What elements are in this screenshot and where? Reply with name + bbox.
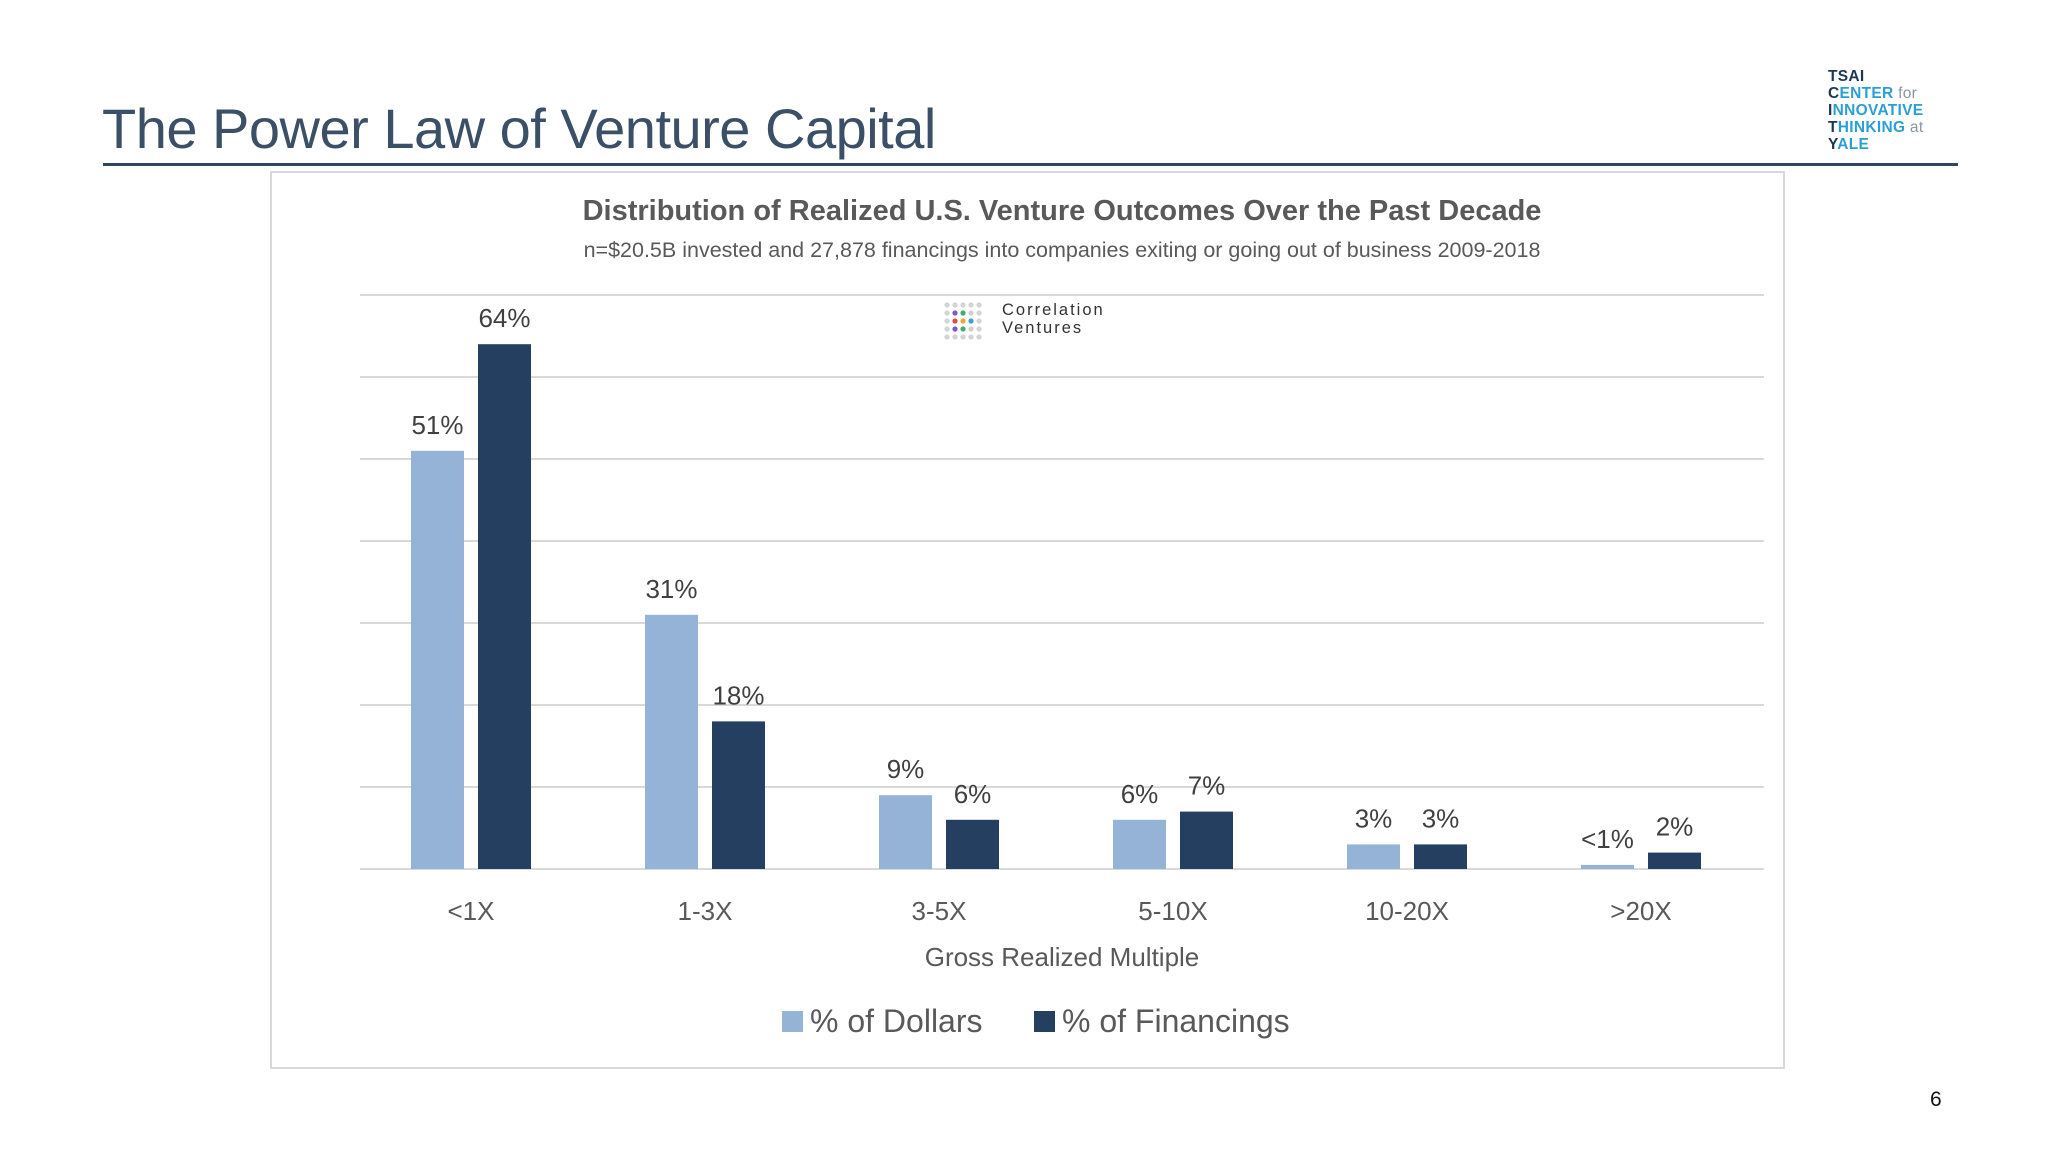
chart-title: Distribution of Realized U.S. Venture Ou… <box>583 195 1542 227</box>
page-number: 6 <box>1930 1088 1942 1111</box>
logo-dot <box>960 334 966 340</box>
chart-subtitle: n=$20.5B invested and 27,878 financings … <box>584 238 1541 262</box>
logo-dot <box>952 334 958 340</box>
logo-initial: Y <box>1828 136 1838 153</box>
x-tick-label: 3-5X <box>912 896 967 926</box>
legend-swatch-dollars <box>782 1011 803 1032</box>
bar-financings <box>478 344 531 869</box>
logo-line: THINKING at <box>1828 119 1923 136</box>
logo-dot <box>944 326 950 332</box>
bar-dollars <box>411 450 464 869</box>
bar-dollars <box>1347 844 1400 869</box>
x-axis-title: Gross Realized Multiple <box>925 942 1200 972</box>
data-label: <1% <box>1581 824 1634 854</box>
logo-initial: I <box>1828 102 1833 119</box>
bar-dollars <box>879 795 932 869</box>
logo-initial: T <box>1828 119 1838 136</box>
bar-financings <box>946 819 999 869</box>
logo-dot <box>952 326 958 332</box>
data-label: 6% <box>954 779 992 809</box>
logo-dot <box>944 334 950 340</box>
logo-line: INNOVATIVE <box>1828 102 1923 119</box>
logo-word: HINKING <box>1837 119 1906 136</box>
logo-line: TSAI <box>1828 68 1923 85</box>
data-label: 9% <box>887 754 925 784</box>
data-label: 7% <box>1188 771 1226 801</box>
logo-line: CENTER for <box>1828 85 1923 102</box>
logo-dot <box>976 334 982 340</box>
correlation-ventures-line2: Ventures <box>1002 319 1083 337</box>
data-label: 6% <box>1121 779 1159 809</box>
logo-dot <box>968 302 974 308</box>
logo-word: ENTER <box>1839 85 1894 102</box>
bar-dollars <box>645 614 698 869</box>
logo-dot <box>976 326 982 332</box>
logo-dot <box>952 318 958 324</box>
logo-dot <box>968 318 974 324</box>
title-divider <box>103 163 1958 166</box>
logo-initial: C <box>1828 85 1840 102</box>
data-label: 64% <box>478 303 530 333</box>
logo-dot <box>944 318 950 324</box>
logo-dot <box>960 318 966 324</box>
logo-dot <box>960 310 966 316</box>
bar-financings <box>1414 844 1467 869</box>
bar-dollars <box>1113 819 1166 869</box>
legend-swatch-financings <box>1034 1011 1055 1032</box>
correlation-ventures-line1: Correlation <box>1002 301 1105 319</box>
logo-dot <box>976 318 982 324</box>
data-label: 3% <box>1355 803 1393 833</box>
logo-dot <box>968 334 974 340</box>
logo-dot <box>944 310 950 316</box>
logo-dot <box>968 326 974 332</box>
logo-initial: TSAI <box>1828 68 1865 85</box>
logo-dot <box>960 302 966 308</box>
bar-financings <box>1648 852 1701 869</box>
bar-financings <box>712 721 765 869</box>
logo-connector: at <box>1905 119 1924 136</box>
data-label: 18% <box>712 680 764 710</box>
data-label: 51% <box>411 410 463 440</box>
bar-financings <box>1180 811 1233 869</box>
logo-dot <box>944 302 950 308</box>
data-label: 3% <box>1422 803 1460 833</box>
logo-dot <box>952 310 958 316</box>
x-tick-label: <1X <box>448 896 495 926</box>
legend-label-dollars: % of Dollars <box>810 1003 983 1039</box>
logo-dot <box>976 310 982 316</box>
logo-line: YALE <box>1828 136 1923 153</box>
x-tick-label: 10-20X <box>1365 896 1449 926</box>
logo-connector: for <box>1893 85 1918 102</box>
data-label: 31% <box>645 574 697 604</box>
data-label: 2% <box>1656 812 1694 842</box>
x-tick-label: >20X <box>1610 896 1671 926</box>
logo-word: NNOVATIVE <box>1832 102 1924 119</box>
chart-frame: Distribution of Realized U.S. Venture Ou… <box>270 171 1785 1069</box>
bar-dollars <box>1581 864 1634 869</box>
slide-title: The Power Law of Venture Capital <box>102 97 936 160</box>
tsai-center-logo: TSAI CENTER for INNOVATIVE THINKING at YALE <box>1828 68 1923 153</box>
logo-dot <box>968 310 974 316</box>
legend-label-financings: % of Financings <box>1062 1003 1290 1039</box>
logo-dot <box>960 326 966 332</box>
x-tick-label: 1-3X <box>678 896 733 926</box>
logo-dot <box>976 302 982 308</box>
x-tick-label: 5-10X <box>1138 896 1207 926</box>
logo-dot <box>952 302 958 308</box>
bar-chart: Distribution of Realized U.S. Venture Ou… <box>360 195 1764 1039</box>
logo-word: ALE <box>1837 136 1870 153</box>
